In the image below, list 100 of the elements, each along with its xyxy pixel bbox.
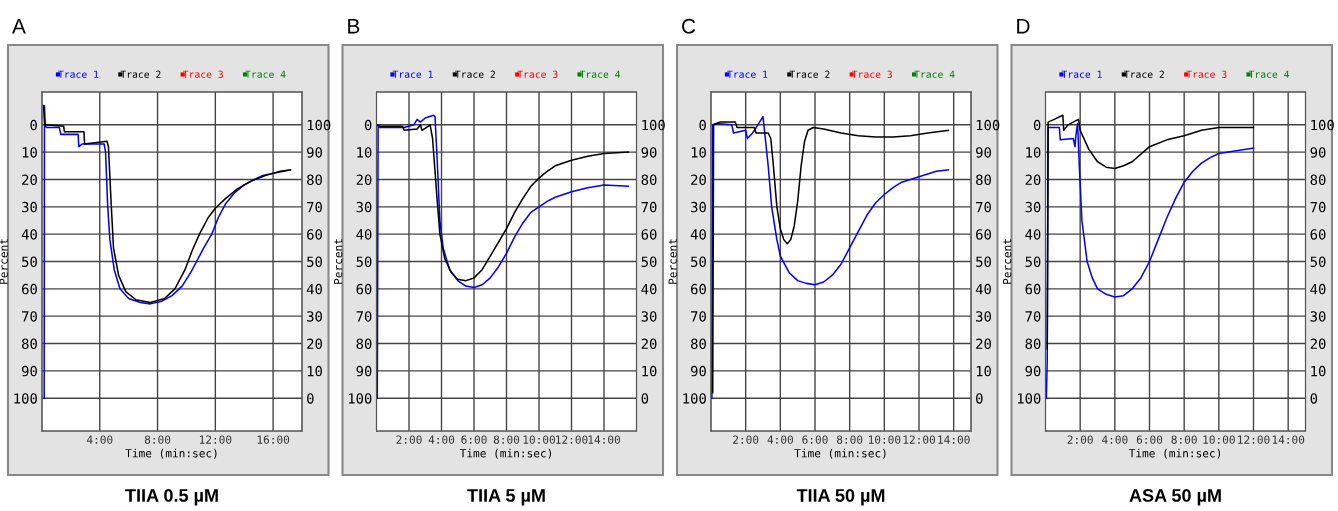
y-tick-label: 80: [1025, 338, 1041, 350]
y2-tick-label: 40: [306, 283, 322, 295]
y-tick-label: 40: [356, 229, 372, 240]
legend-label: Trace 4: [579, 70, 621, 78]
y2-tick-label: 30: [641, 311, 657, 322]
y2-tick-label: 10: [307, 365, 322, 377]
y2-tick-label: 90: [976, 147, 991, 158]
x-tick-label: 8:00: [1171, 435, 1197, 444]
y-tick-label: 70: [356, 311, 372, 322]
x-tick-label: 2:00: [1067, 435, 1093, 444]
y2-tick-label: 0: [1310, 393, 1318, 404]
y-tick-label: 20: [22, 174, 37, 185]
line-series: [42, 104, 292, 304]
x-tick-label: 10:00: [523, 435, 555, 444]
line-series: [376, 114, 630, 399]
x-tick-label: 6:00: [802, 435, 828, 444]
legend-label: Trace 3: [1186, 70, 1227, 78]
y-tick-label: 10: [357, 147, 372, 158]
y-tick-label: 80: [22, 338, 37, 350]
legend-label: Trace 1: [392, 70, 433, 78]
y-tick-label: 20: [691, 174, 706, 185]
x-tick-label: 10:00: [1203, 435, 1235, 444]
x-axis-title: Time (min:sec): [125, 448, 217, 459]
x-tick-label: 2:00: [396, 435, 422, 444]
y-tick-label: 0: [30, 119, 37, 131]
y2-tick-label: 40: [975, 283, 991, 295]
y-tick-label: 0: [364, 119, 372, 131]
legend-label: Trace 1: [58, 70, 99, 78]
y-tick-label: 90: [21, 365, 37, 377]
y-tick-label: 80: [691, 338, 706, 350]
x-tick-label: 4:00: [86, 435, 113, 444]
y2-tick-label: 100: [1311, 119, 1334, 131]
text: A: [12, 19, 26, 34]
y-tick-label: 10: [1026, 147, 1041, 158]
y-tick-label: 90: [1025, 365, 1041, 377]
y-tick-label: 100: [683, 393, 706, 404]
y-tick-label: 30: [22, 201, 37, 213]
x-tick-label: 6:00: [1136, 435, 1163, 444]
y-tick-label: 0: [699, 119, 706, 131]
y-tick-label: 30: [691, 201, 706, 213]
text: D: [1017, 19, 1030, 34]
y-tick-label: 10: [691, 147, 706, 158]
x-tick-label: 2:00: [733, 435, 759, 444]
x-tick-label: 6:00: [461, 435, 487, 444]
y2-tick-label: 100: [307, 119, 331, 131]
y2-tick-label: 50: [307, 256, 322, 268]
y-tick-label: 60: [691, 283, 706, 295]
y-tick-label: 60: [1025, 283, 1041, 295]
y2-tick-label: 30: [1310, 311, 1326, 322]
x-tick-label: 8:00: [837, 435, 863, 444]
x-tick-label: 14:00: [938, 435, 970, 444]
y2-tick-label: 100: [642, 119, 665, 131]
y-axis-title: Percent: [0, 239, 8, 284]
y-tick-label: 20: [356, 174, 372, 185]
y-tick-label: 70: [691, 311, 706, 322]
y-tick-label: 20: [1025, 174, 1041, 185]
y2-tick-label: 90: [1310, 147, 1326, 158]
line-series: [376, 124, 630, 282]
y2-tick-label: 90: [307, 147, 322, 158]
y-tick-label: 50: [1025, 256, 1041, 268]
y2-tick-label: 20: [307, 338, 322, 350]
x-tick-label: 12:00: [903, 435, 935, 444]
y-tick-label: 80: [356, 338, 372, 350]
y2-tick-label: 100: [976, 119, 1000, 131]
x-tick-label: 10:00: [868, 435, 901, 444]
legend-label: Trace 2: [1124, 70, 1164, 78]
y-tick-label: 50: [691, 256, 706, 268]
y2-tick-label: 20: [1310, 338, 1326, 350]
x-axis-title: Time (min:sec): [1128, 448, 1221, 459]
y2-tick-label: 40: [641, 283, 657, 295]
y2-tick-label: 80: [307, 174, 322, 185]
x-axis-title: Time (min:sec): [459, 448, 552, 459]
legend-label: Trace 1: [1061, 70, 1102, 78]
x-tick-label: 14:00: [588, 435, 620, 444]
text: TIIA 0.5 µM: [125, 489, 218, 506]
y2-tick-label: 60: [976, 229, 991, 240]
y2-tick-label: 20: [641, 338, 657, 350]
y-tick-label: 10: [22, 147, 37, 158]
y-tick-label: 70: [22, 311, 37, 322]
text: C: [682, 18, 696, 34]
x-tick-label: 8:00: [493, 435, 520, 444]
y-tick-label: 100: [1017, 393, 1041, 404]
y2-tick-label: 60: [1310, 229, 1326, 240]
text: B: [348, 19, 360, 34]
y2-tick-label: 0: [307, 393, 314, 404]
text: TIIA 5 µM: [467, 489, 545, 506]
y-tick-label: 40: [1025, 229, 1041, 240]
legend-label: Trace 3: [851, 70, 892, 78]
y-tick-label: 70: [1025, 311, 1041, 322]
y-tick-label: 50: [356, 256, 372, 268]
y-axis-title: Percent: [1003, 239, 1012, 284]
y-tick-label: 60: [22, 283, 37, 295]
y-tick-label: 90: [690, 365, 706, 377]
y2-tick-label: 30: [307, 311, 322, 322]
y2-tick-label: 70: [307, 201, 322, 213]
x-tick-label: 12:00: [1238, 435, 1270, 444]
y2-tick-label: 40: [1310, 283, 1326, 295]
line-series: [1046, 114, 1255, 350]
y-tick-label: 40: [690, 229, 706, 240]
legend-label: Trace 2: [120, 70, 161, 78]
